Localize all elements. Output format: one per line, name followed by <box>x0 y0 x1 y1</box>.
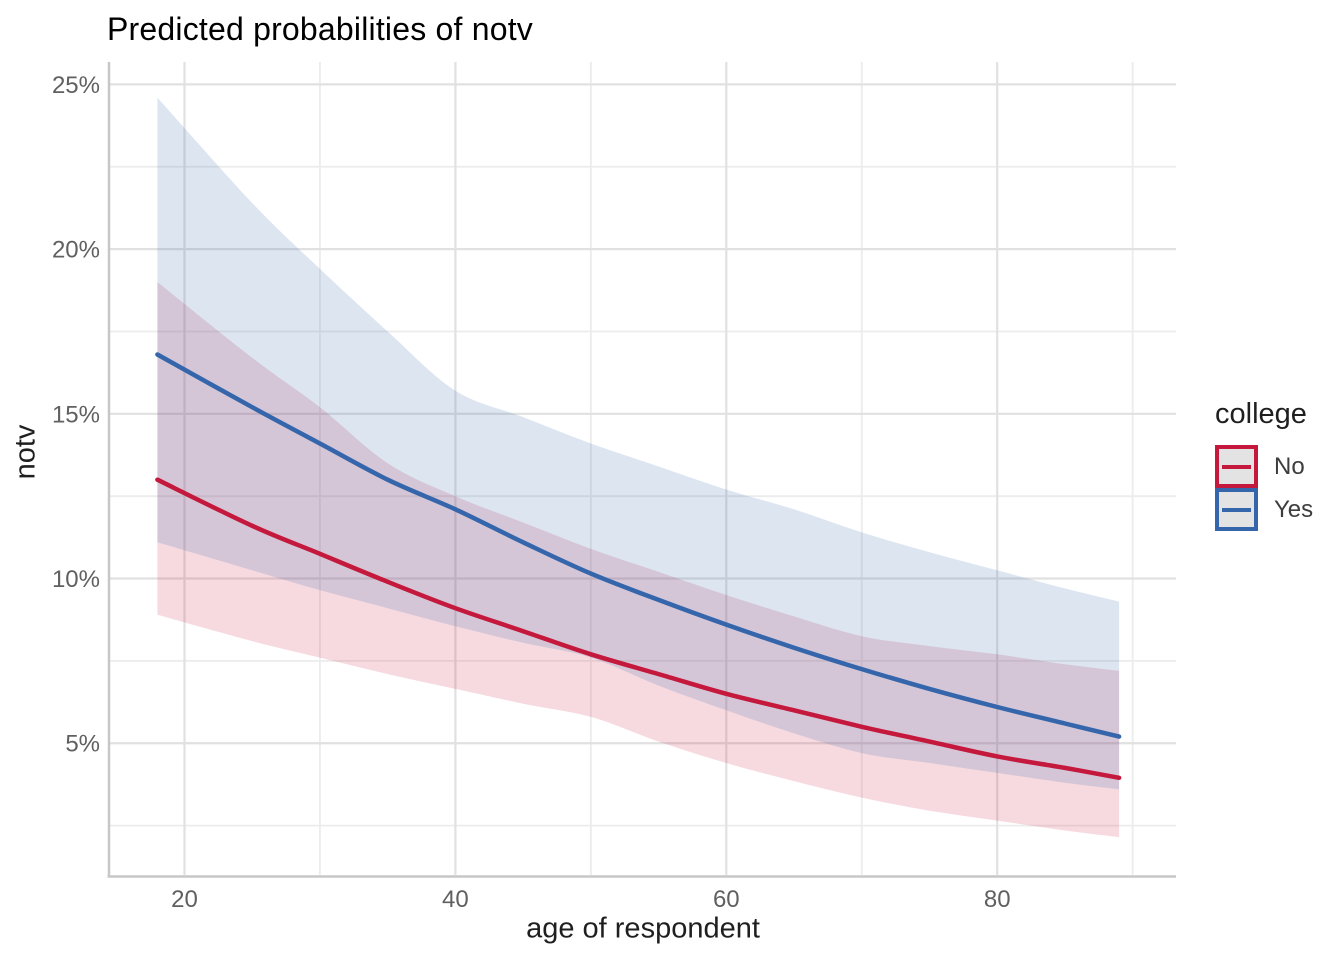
legend-key-swatch <box>1215 488 1258 531</box>
x-tick-label: 40 <box>442 886 469 913</box>
y-axis-title: notv <box>9 424 42 480</box>
x-tick-label: 20 <box>171 886 198 913</box>
x-tick-label: 80 <box>984 886 1011 913</box>
legend-key-swatch <box>1215 445 1258 488</box>
ci-ribbon-yes <box>157 97 1120 790</box>
x-axis-title: age of respondent <box>526 912 760 945</box>
legend: college No Yes <box>1215 398 1313 531</box>
x-tick-label: 60 <box>713 886 740 913</box>
legend-entry-yes: Yes <box>1215 488 1313 531</box>
ci-ribbon-no <box>157 282 1120 838</box>
y-tick-label: 10% <box>52 566 100 593</box>
legend-key-line <box>1222 507 1251 512</box>
plot-title: Predicted probabilities of notv <box>107 11 533 47</box>
y-tick-label: 20% <box>52 237 100 264</box>
y-tick-label: 5% <box>65 731 100 758</box>
legend-entry-label: Yes <box>1274 495 1314 523</box>
legend-entry-no: No <box>1215 445 1313 488</box>
legend-key-line <box>1222 464 1251 469</box>
legend-entry-label: No <box>1274 452 1305 480</box>
legend-title: college <box>1215 398 1307 430</box>
prediction-line-no <box>155 477 1122 781</box>
prediction-line-yes <box>155 352 1122 739</box>
y-tick-label: 25% <box>52 72 100 99</box>
y-tick-label: 15% <box>52 401 100 428</box>
